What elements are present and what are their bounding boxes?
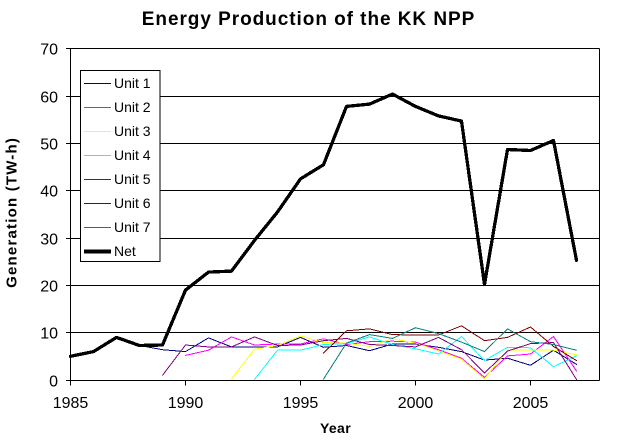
svg-text:Unit 2: Unit 2 [114,99,151,115]
svg-text:Year: Year [320,420,351,436]
svg-text:Unit 7: Unit 7 [114,219,151,235]
svg-text:1995: 1995 [283,395,319,412]
svg-text:40: 40 [40,184,58,201]
svg-text:Unit 6: Unit 6 [114,195,151,211]
svg-text:20: 20 [40,279,58,296]
svg-text:2000: 2000 [398,395,434,412]
svg-text:0: 0 [49,374,58,391]
svg-text:Unit 3: Unit 3 [114,123,151,139]
svg-text:60: 60 [40,90,58,107]
svg-text:70: 70 [40,42,58,59]
svg-text:Energy Production of the KK NP: Energy Production of the KK NPP [142,9,475,30]
svg-text:1985: 1985 [53,395,89,412]
svg-text:2005: 2005 [513,395,549,412]
svg-text:Unit 5: Unit 5 [114,171,151,187]
svg-text:Unit 1: Unit 1 [114,75,151,91]
svg-text:10: 10 [40,326,58,343]
svg-text:1990: 1990 [168,395,204,412]
svg-text:Unit 4: Unit 4 [114,147,151,163]
svg-text:Generation (TW-h): Generation (TW-h) [4,137,21,288]
svg-text:Net: Net [114,243,136,259]
svg-text:30: 30 [40,232,58,249]
svg-text:50: 50 [40,137,58,154]
